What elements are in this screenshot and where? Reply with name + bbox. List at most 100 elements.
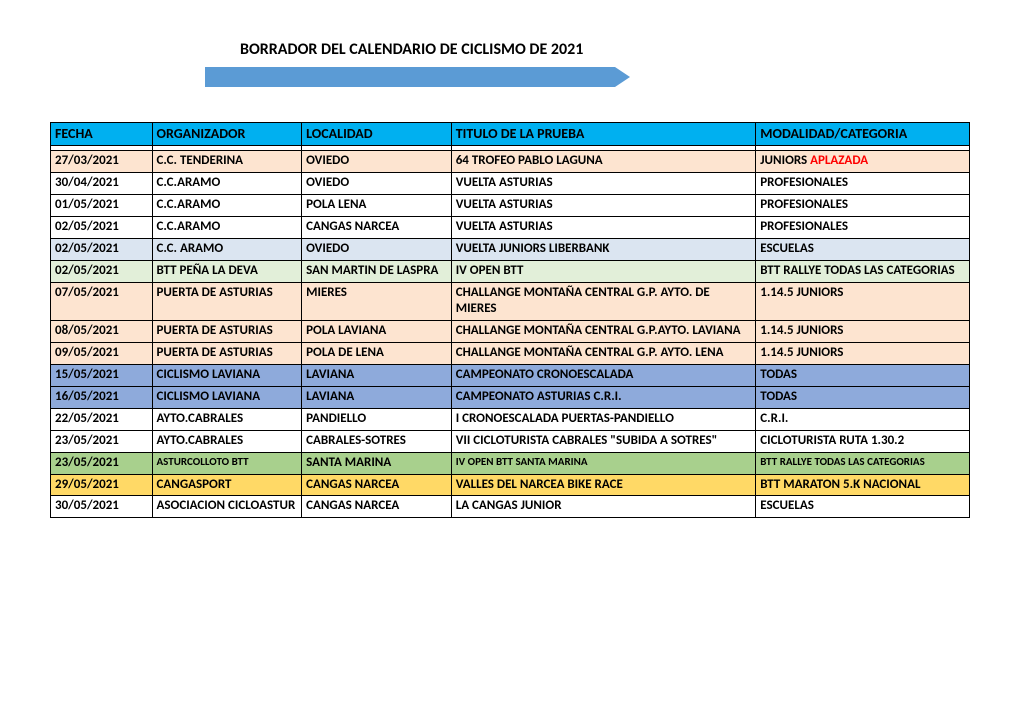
table-cell: TODAS bbox=[756, 365, 970, 387]
table-cell: CICLISMO LAVIANA bbox=[152, 386, 302, 408]
col-fecha: FECHA bbox=[51, 123, 153, 146]
table-cell: IV OPEN BTT bbox=[451, 260, 756, 282]
table-cell: LA CANGAS JUNIOR bbox=[451, 496, 756, 518]
table-cell: C.C. TENDERINA bbox=[152, 151, 302, 173]
table-cell: PUERTA DE ASTURIAS bbox=[152, 343, 302, 365]
table-cell: LAVIANA bbox=[302, 386, 452, 408]
table-cell: VUELTA ASTURIAS bbox=[451, 194, 756, 216]
table-cell: 02/05/2021 bbox=[51, 238, 153, 260]
table-cell: JUNIORS APLAZADA bbox=[756, 151, 970, 173]
table-cell: 64 TROFEO PABLO LAGUNA bbox=[451, 151, 756, 173]
table-cell: OVIEDO bbox=[302, 151, 452, 173]
table-cell: SAN MARTIN DE LASPRA bbox=[302, 260, 452, 282]
table-cell: MIERES bbox=[302, 282, 452, 321]
table-cell: 23/05/2021 bbox=[51, 430, 153, 452]
table-cell: 30/04/2021 bbox=[51, 173, 153, 195]
table-cell: POLA LENA bbox=[302, 194, 452, 216]
table-cell: 23/05/2021 bbox=[51, 452, 153, 474]
table-cell: PANDIELLO bbox=[302, 408, 452, 430]
table-cell: PUERTA DE ASTURIAS bbox=[152, 282, 302, 321]
table-cell: 1.14.5 JUNIORS bbox=[756, 321, 970, 343]
table-cell: 07/05/2021 bbox=[51, 282, 153, 321]
table-cell: ESCUELAS bbox=[756, 238, 970, 260]
table-cell: ASTURCOLLOTO BTT bbox=[152, 452, 302, 474]
table-row: 08/05/2021PUERTA DE ASTURIASPOLA LAVIANA… bbox=[51, 321, 970, 343]
table-cell: 1.14.5 JUNIORS bbox=[756, 282, 970, 321]
table-cell: 08/05/2021 bbox=[51, 321, 153, 343]
decorative-arrow bbox=[205, 67, 630, 87]
table-cell: OVIEDO bbox=[302, 173, 452, 195]
table-cell: PROFESIONALES bbox=[756, 216, 970, 238]
table-cell: CICLOTURISTA RUTA 1.30.2 bbox=[756, 430, 970, 452]
table-cell: 02/05/2021 bbox=[51, 260, 153, 282]
table-cell: VUELTA JUNIORS LIBERBANK bbox=[451, 238, 756, 260]
table-cell: VII CICLOTURISTA CABRALES "SUBIDA A SOTR… bbox=[451, 430, 756, 452]
table-cell: 1.14.5 JUNIORS bbox=[756, 343, 970, 365]
table-row: 23/05/2021AYTO.CABRALESCABRALES-SOTRESVI… bbox=[51, 430, 970, 452]
table-cell: PROFESIONALES bbox=[756, 194, 970, 216]
table-cell: POLA LAVIANA bbox=[302, 321, 452, 343]
table-row: 09/05/2021PUERTA DE ASTURIASPOLA DE LENA… bbox=[51, 343, 970, 365]
table-cell: 29/05/2021 bbox=[51, 474, 153, 496]
table-row: 23/05/2021ASTURCOLLOTO BTTSANTA MARINAIV… bbox=[51, 452, 970, 474]
table-cell: CANGAS NARCEA bbox=[302, 216, 452, 238]
status-aplazada: APLAZADA bbox=[810, 153, 868, 168]
table-cell: 30/05/2021 bbox=[51, 496, 153, 518]
table-cell: IV OPEN BTT SANTA MARINA bbox=[451, 452, 756, 474]
table-cell: VALLES DEL NARCEA BIKE RACE bbox=[451, 474, 756, 496]
table-row: 27/03/2021C.C. TENDERINAOVIEDO64 TROFEO … bbox=[51, 151, 970, 173]
table-cell: SANTA MARINA bbox=[302, 452, 452, 474]
table-cell: BTT MARATON 5.K NACIONAL bbox=[756, 474, 970, 496]
table-cell: 01/05/2021 bbox=[51, 194, 153, 216]
table-cell: C.C.ARAMO bbox=[152, 216, 302, 238]
table-cell: CHALLANGE MONTAÑA CENTRAL G.P. AYTO. LEN… bbox=[451, 343, 756, 365]
table-row: 02/05/2021C.C.ARAMOCANGAS NARCEAVUELTA A… bbox=[51, 216, 970, 238]
table-cell: C.C.ARAMO bbox=[152, 194, 302, 216]
table-cell: BTT RALLYE TODAS LAS CATEGORIAS bbox=[756, 452, 970, 474]
table-cell: PUERTA DE ASTURIAS bbox=[152, 321, 302, 343]
table-row: 30/05/2021ASOCIACION CICLOASTURCANGAS NA… bbox=[51, 496, 970, 518]
col-modalidad: MODALIDAD/CATEGORIA bbox=[756, 123, 970, 146]
table-cell: C.C. ARAMO bbox=[152, 238, 302, 260]
table-cell: CANGAS NARCEA bbox=[302, 496, 452, 518]
table-cell: CABRALES-SOTRES bbox=[302, 430, 452, 452]
table-cell: 22/05/2021 bbox=[51, 408, 153, 430]
table-cell: CANGASPORT bbox=[152, 474, 302, 496]
table-cell: CICLISMO LAVIANA bbox=[152, 365, 302, 387]
calendar-table: FECHA ORGANIZADOR LOCALIDAD TITULO DE LA… bbox=[50, 122, 970, 518]
table-cell: CHALLANGE MONTAÑA CENTRAL G.P.AYTO. LAVI… bbox=[451, 321, 756, 343]
table-cell: 02/05/2021 bbox=[51, 216, 153, 238]
table-cell: VUELTA ASTURIAS bbox=[451, 216, 756, 238]
table-cell: 16/05/2021 bbox=[51, 386, 153, 408]
table-row: 01/05/2021C.C.ARAMOPOLA LENAVUELTA ASTUR… bbox=[51, 194, 970, 216]
table-row: 02/05/2021BTT PEÑA LA DEVASAN MARTIN DE … bbox=[51, 260, 970, 282]
table-header-row: FECHA ORGANIZADOR LOCALIDAD TITULO DE LA… bbox=[51, 123, 970, 146]
table-cell: 27/03/2021 bbox=[51, 151, 153, 173]
table-cell: PROFESIONALES bbox=[756, 173, 970, 195]
table-cell: CAMPEONATO ASTURIAS C.R.I. bbox=[451, 386, 756, 408]
table-cell: ESCUELAS bbox=[756, 496, 970, 518]
table-cell: TODAS bbox=[756, 386, 970, 408]
table-row: 15/05/2021CICLISMO LAVIANALAVIANACAMPEON… bbox=[51, 365, 970, 387]
table-cell: AYTO.CABRALES bbox=[152, 408, 302, 430]
table-row: 02/05/2021C.C. ARAMOOVIEDOVUELTA JUNIORS… bbox=[51, 238, 970, 260]
table-cell: ASOCIACION CICLOASTUR bbox=[152, 496, 302, 518]
table-cell: LAVIANA bbox=[302, 365, 452, 387]
col-titulo: TITULO DE LA PRUEBA bbox=[451, 123, 756, 146]
table-row: 07/05/2021PUERTA DE ASTURIASMIERESCHALLA… bbox=[51, 282, 970, 321]
table-cell: CANGAS NARCEA bbox=[302, 474, 452, 496]
table-row: 29/05/2021CANGASPORTCANGAS NARCEAVALLES … bbox=[51, 474, 970, 496]
table-cell: 15/05/2021 bbox=[51, 365, 153, 387]
table-cell: OVIEDO bbox=[302, 238, 452, 260]
table-row: 30/04/2021C.C.ARAMOOVIEDOVUELTA ASTURIAS… bbox=[51, 173, 970, 195]
table-cell: I CRONOESCALADA PUERTAS-PANDIELLO bbox=[451, 408, 756, 430]
table-body: 27/03/2021C.C. TENDERINAOVIEDO64 TROFEO … bbox=[51, 146, 970, 518]
table-cell: 09/05/2021 bbox=[51, 343, 153, 365]
table-cell: AYTO.CABRALES bbox=[152, 430, 302, 452]
table-cell: CAMPEONATO CRONOESCALADA bbox=[451, 365, 756, 387]
table-row: 16/05/2021CICLISMO LAVIANALAVIANACAMPEON… bbox=[51, 386, 970, 408]
table-cell: VUELTA ASTURIAS bbox=[451, 173, 756, 195]
page-title: BORRADOR DEL CALENDARIO DE CICLISMO DE 2… bbox=[240, 40, 970, 59]
table-row: 22/05/2021AYTO.CABRALESPANDIELLOI CRONOE… bbox=[51, 408, 970, 430]
table-cell: CHALLANGE MONTAÑA CENTRAL G.P. AYTO. DE … bbox=[451, 282, 756, 321]
